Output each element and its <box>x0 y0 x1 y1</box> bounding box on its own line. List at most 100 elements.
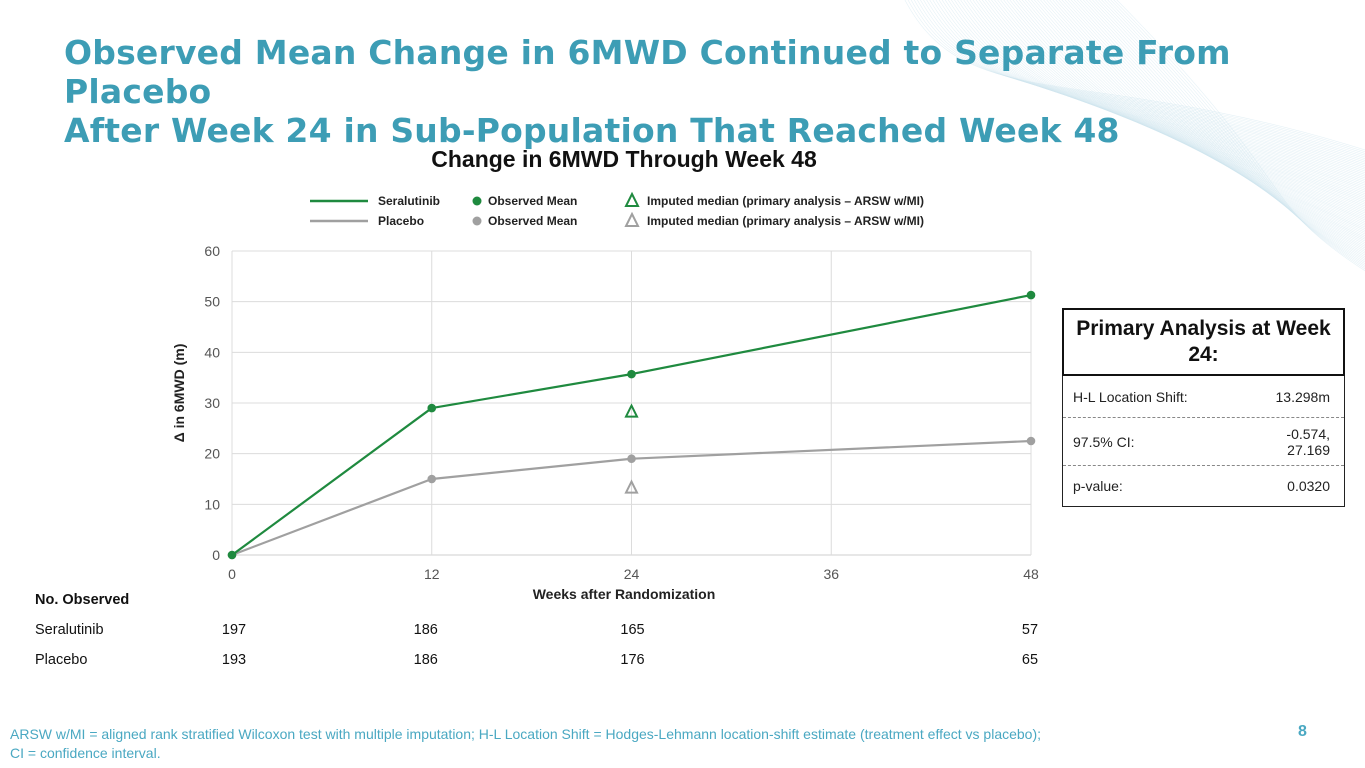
chart-title: Change in 6MWD Through Week 48 <box>431 146 817 172</box>
wave-line <box>1058 0 1365 238</box>
wave-line <box>1098 0 1365 261</box>
wave-line <box>1092 0 1365 258</box>
slide-title-line-2: After Week 24 in Sub-Population That Rea… <box>64 111 1120 150</box>
seralutinib-observed-mean-point <box>1026 290 1036 300</box>
x-tick-label: 48 <box>1023 566 1039 582</box>
no-observed-row-label: Seralutinib <box>35 622 104 638</box>
wave-line <box>1076 0 1365 249</box>
wave-line <box>1101 0 1365 263</box>
y-tick-label: 40 <box>204 344 220 360</box>
wave-line <box>1070 0 1365 245</box>
y-tick-label: 50 <box>204 294 220 310</box>
legend-placebo-observed-mean-label: Observed Mean <box>488 214 577 228</box>
no-observed-cell: 197 <box>221 622 247 638</box>
x-axis-ticks: 0 12 24 36 48 <box>228 566 1039 582</box>
wave-line <box>1034 0 1365 224</box>
wave-line <box>1088 0 1365 256</box>
slide-title: Observed Mean Change in 6MWD Continued t… <box>64 33 1365 150</box>
wave-line <box>1055 0 1365 237</box>
no-observed-cell: 57 <box>1021 622 1039 638</box>
legend-seralutinib-observed-mean-label: Observed Mean <box>488 194 577 208</box>
wave-line <box>1052 0 1365 235</box>
placebo-imputed-median-triangle <box>624 479 639 494</box>
no-observed-cell: 193 <box>221 652 247 668</box>
wave-line <box>1107 0 1365 266</box>
x-tick-label: 0 <box>228 566 236 582</box>
wave-line <box>929 0 1365 165</box>
x-tick-label: 36 <box>823 566 839 582</box>
chart-legend: Seralutinib Observed Mean Imputed median… <box>310 191 924 228</box>
no-observed-row-label: Placebo <box>35 652 88 668</box>
wave-line <box>920 0 1365 160</box>
wave-line <box>1015 0 1365 214</box>
placebo-observed-mean-point <box>1026 436 1036 446</box>
wave-line <box>1110 0 1365 268</box>
stats-label: H-L Location Shift: <box>1073 388 1188 405</box>
wave-line <box>1116 0 1365 272</box>
stats-value: 0.0320 <box>1287 478 1330 494</box>
wave-line <box>1061 0 1365 240</box>
footnote-line-1: ARSW w/MI = aligned rank stratified Wilc… <box>10 726 1042 742</box>
page-number: 8 <box>1298 723 1307 740</box>
wave-line <box>1027 0 1365 221</box>
wave-line <box>1043 0 1365 230</box>
wave-line <box>1064 0 1365 242</box>
footnote: ARSW w/MI = aligned rank stratified Wilc… <box>10 725 1041 763</box>
wave-line <box>1113 0 1365 270</box>
wave-line <box>1021 0 1365 217</box>
placebo-line <box>231 439 1032 557</box>
x-tick-label: 24 <box>624 566 640 582</box>
no-observed-cell: 65 <box>1021 652 1039 668</box>
legend-seralutinib-label: Seralutinib <box>378 194 440 208</box>
y-tick-label: 20 <box>204 446 220 462</box>
wave-line <box>1040 0 1365 228</box>
chart-series <box>227 290 1036 560</box>
wave-line <box>914 0 1365 156</box>
legend-placebo-marker-swatch <box>472 216 482 226</box>
wave-line <box>1067 0 1365 244</box>
seralutinib-observed-mean-point <box>427 403 437 413</box>
placebo-observed-mean-point <box>427 474 437 484</box>
placebo-observed-mean-point <box>627 454 636 464</box>
y-tick-label: 30 <box>204 395 220 411</box>
stats-row-p-value: p-value: 0.0320 <box>1063 466 1344 506</box>
primary-analysis-box: Primary Analysis at Week 24: H-L Locatio… <box>1062 308 1345 507</box>
x-axis-label: Weeks after Randomization <box>533 586 716 602</box>
footnote-line-2: CI = confidence interval. <box>10 745 161 761</box>
stats-label: 97.5% CI: <box>1073 433 1135 450</box>
wave-line <box>1079 0 1365 251</box>
no-observed-cell: 186 <box>413 622 438 638</box>
wave-line <box>1031 0 1365 223</box>
wave-line <box>1104 0 1365 265</box>
wave-line <box>1018 0 1365 216</box>
stats-value: 13.298m <box>1275 388 1330 405</box>
seralutinib-observed-mean-point <box>227 550 237 560</box>
y-axis-label: Δ in 6MWD (m) <box>171 344 187 443</box>
wave-line <box>1049 0 1365 233</box>
stats-value: -0.574, 27.169 <box>1286 426 1330 458</box>
seralutinib-line <box>231 294 1032 556</box>
legend-seralutinib-triangle-swatch <box>624 191 640 207</box>
stats-row-ci: 97.5% CI: -0.574, 27.169 <box>1063 418 1344 466</box>
primary-analysis-heading: Primary Analysis at Week 24: <box>1062 308 1345 376</box>
wave-line <box>1012 0 1365 212</box>
legend-placebo-imputed-label: Imputed median (primary analysis – ARSW … <box>647 214 924 228</box>
seralutinib-observed-mean-point <box>627 369 636 379</box>
legend-seralutinib-imputed-label: Imputed median (primary analysis – ARSW … <box>647 194 924 208</box>
y-tick-label: 60 <box>204 243 220 259</box>
y-axis-ticks: 0 10 20 30 40 50 60 <box>204 243 220 563</box>
y-tick-label: 0 <box>212 547 220 563</box>
slide-title-line-1: Observed Mean Change in 6MWD Continued t… <box>64 33 1231 111</box>
no-observed-heading: No. Observed <box>35 592 130 608</box>
legend-placebo-label: Placebo <box>378 214 424 228</box>
wave-line <box>1046 0 1365 231</box>
stats-label: p-value: <box>1073 478 1123 494</box>
wave-line <box>1095 0 1365 259</box>
ci-lower: -0.574, <box>1286 425 1330 442</box>
legend-placebo-triangle-swatch <box>624 211 640 227</box>
wave-line <box>1085 0 1365 254</box>
wave-line <box>1073 0 1365 247</box>
no-observed-cell: 186 <box>413 652 438 668</box>
wave-line <box>904 0 1365 151</box>
